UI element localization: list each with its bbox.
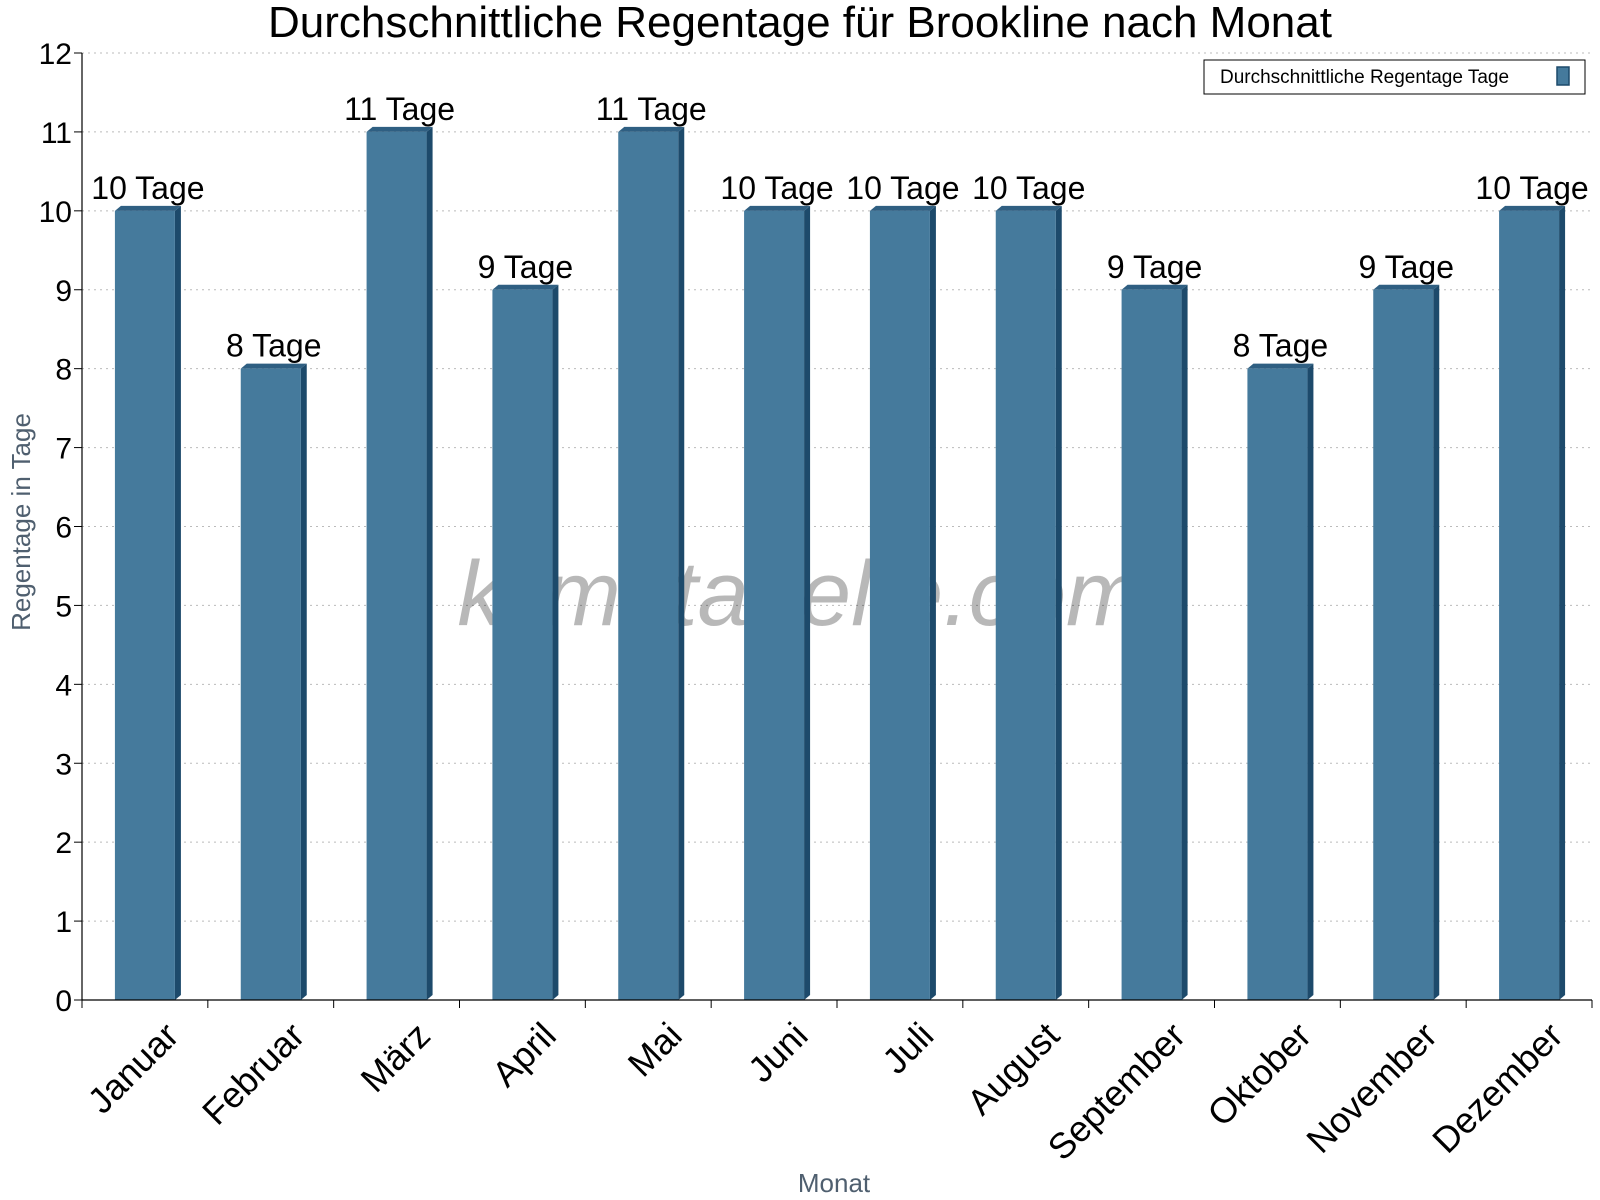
data-label: 10 Tage [91,170,204,206]
y-tick-label: 3 [55,748,72,781]
data-label: 9 Tage [478,249,574,285]
bar-top [1373,284,1440,290]
gridlines [82,52,1592,922]
y-tick-label: 2 [55,827,72,860]
chart-title: Durchschnittliche Regentage für Brooklin… [268,0,1332,47]
y-tick-label: 0 [55,985,72,1018]
bars-group [114,126,1566,1001]
bar-top [618,126,685,132]
bar [1247,368,1308,1001]
y-tick-label: 4 [55,669,72,702]
bar [114,210,175,1001]
bar [869,210,930,1001]
bar-top [492,284,559,290]
bar-side [552,284,559,1000]
legend-swatch [1556,66,1570,86]
axes [74,52,1593,1008]
data-label: 9 Tage [1107,249,1203,285]
y-tick-label: 6 [55,512,72,545]
x-tick-label: Januar [80,1014,187,1121]
x-tick-label: November [1298,1014,1444,1160]
y-tick-label: 12 [39,38,72,71]
bar [744,210,805,1001]
data-label: 9 Tage [1359,249,1455,285]
x-tick-label: Februar [194,1014,312,1132]
x-tick-label: September [1040,1014,1194,1168]
x-tick-label: Dezember [1424,1014,1570,1160]
y-tick-label: 5 [55,590,72,623]
x-axis-title: Monat [798,1168,871,1198]
bar [1373,289,1434,1000]
data-label: 8 Tage [226,328,322,364]
bar-side [1181,284,1188,1000]
bar-top [869,205,936,211]
bar-side [804,205,811,1001]
data-label: 8 Tage [1233,328,1329,364]
y-tick-label: 9 [55,275,72,308]
bar-side [300,363,307,1001]
y-axis-title: Regentage in Tage [6,413,36,631]
bar [1499,210,1560,1001]
bar-side [426,126,433,1000]
x-tick-label: Juni [740,1014,816,1090]
data-label: 11 Tage [344,91,455,127]
bar-top [1247,363,1314,369]
bar-top [366,126,433,132]
bar-side [174,205,181,1001]
bar-side [929,205,936,1001]
legend: Durchschnittliche Regentage Tage [1203,59,1586,95]
legend-label: Durchschnittliche Regentage Tage [1220,67,1509,88]
bar [995,210,1056,1001]
bar-top [1121,284,1188,290]
legend-box [1203,59,1586,95]
data-label: 11 Tage [596,91,707,127]
bar [618,131,679,1000]
x-tick-label: April [484,1014,564,1094]
bar [366,131,427,1000]
x-tick-label: März [352,1014,438,1100]
bar-side [1433,284,1440,1000]
bar [240,368,301,1001]
x-tick-label: August [959,1014,1067,1122]
x-tick-labels: Januar Februar März April Mai Juni Juli AugustS… [80,1014,1571,1168]
x-tick-label: Mai [620,1014,690,1084]
bar-side [1559,205,1566,1001]
data-label: 10 Tage [720,170,833,206]
bar-side [678,126,685,1000]
data-label: 10 Tage [972,170,1085,206]
bar [1121,289,1182,1000]
data-label: 10 Tage [1475,170,1588,206]
y-tick-label: 1 [55,906,72,939]
bar-top [240,363,307,369]
bar-top [114,205,181,211]
bar-top [744,205,811,211]
x-tick-label: Oktober [1199,1014,1319,1134]
y-tick-label: 11 [41,117,72,150]
x-tick-label: Juli [874,1014,941,1081]
bar-top [995,205,1062,211]
y-tick-label: 10 [39,196,72,229]
y-tick-label: 7 [55,433,72,466]
bar-side [1307,363,1314,1001]
bar-top [1499,205,1566,211]
data-label: 10 Tage [846,170,959,206]
bar-side [1055,205,1062,1001]
y-tick-label: 8 [55,354,72,387]
bar [492,289,553,1000]
data-labels: 10 Tage 8 Tage 11 Tage 9 Tage 11 Tage 10 Tage… [91,91,1588,364]
